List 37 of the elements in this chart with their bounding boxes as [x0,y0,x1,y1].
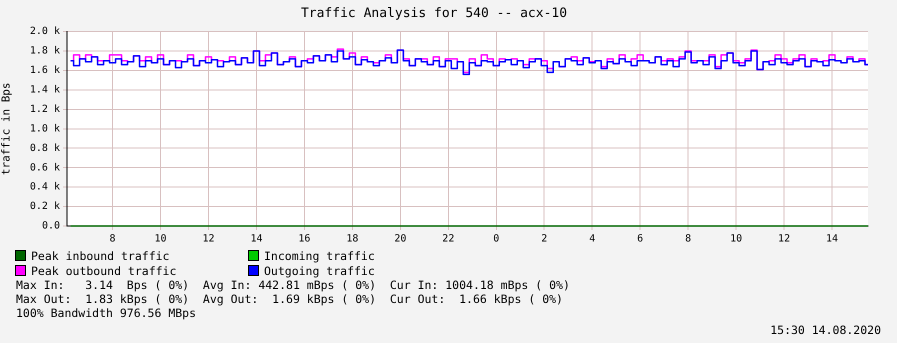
x-tick-label: 22 [442,234,454,245]
x-tick-label: 4 [589,234,596,245]
x-tick-label: 12 [202,234,215,245]
x-tick-label: 14 [826,234,838,245]
y-tick-label: 1.8 k [30,46,60,57]
legend-label: Incoming traffic [264,248,375,262]
y-tick-label: 0.8 k [30,142,60,154]
x-tick-label: 20 [394,234,406,245]
y-tick-label: 2.0 k [30,26,60,38]
x-tick-label: 8 [685,234,692,245]
y-tick-label: 1.4 k [30,84,60,96]
y-tick-label: 0.0 [42,220,60,232]
text: 15:30 14.08.2020 [770,323,881,337]
x-tick-label: 16 [298,234,310,245]
y-tick-label: 0.2 k [30,201,60,212]
x-tick-label: 2 [541,234,548,245]
text: Max Out: 1.83 kBps ( 0%) Avg Out: 1.69 kBps ( 0%) Cur Out: 1.66 kBps ( 0%) [16,292,564,306]
x-tick-label: 18 [346,234,358,245]
text: 100% Bandwidth 976.56 MBps [16,306,198,320]
chart-title: Traffic Analysis for 540 -- acx-10 [300,6,568,22]
x-tick-label: 10 [730,234,742,245]
y-tick-label: 0.4 k [30,182,60,193]
y-tick-label: 1.0 k [30,123,60,134]
x-tick-label: 12 [778,234,790,245]
legend-label: Outgoing traffic [264,264,375,278]
y-tick-label: 1.2 k [30,104,60,115]
x-tick-label: 14 [250,234,262,245]
x-tick-label: 0 [493,234,500,245]
y-axis-title: traffic in Bps [0,82,12,176]
y-tick-label: 0.6 k [30,162,60,174]
x-tick-label: 8 [110,234,116,245]
x-tick-label: 6 [637,234,644,245]
legend-label: Peak inbound traffic [31,248,170,262]
text: Max In: 3.14 Bps ( 0%) Avg In: 442.81 mBps ( 0%) Cur In: 1004.18 mBps ( 0%) [16,278,571,292]
x-tick-label: 10 [154,234,167,245]
y-tick-label: 1.6 k [30,65,60,76]
legend-label: Peak outbound traffic [31,264,176,278]
